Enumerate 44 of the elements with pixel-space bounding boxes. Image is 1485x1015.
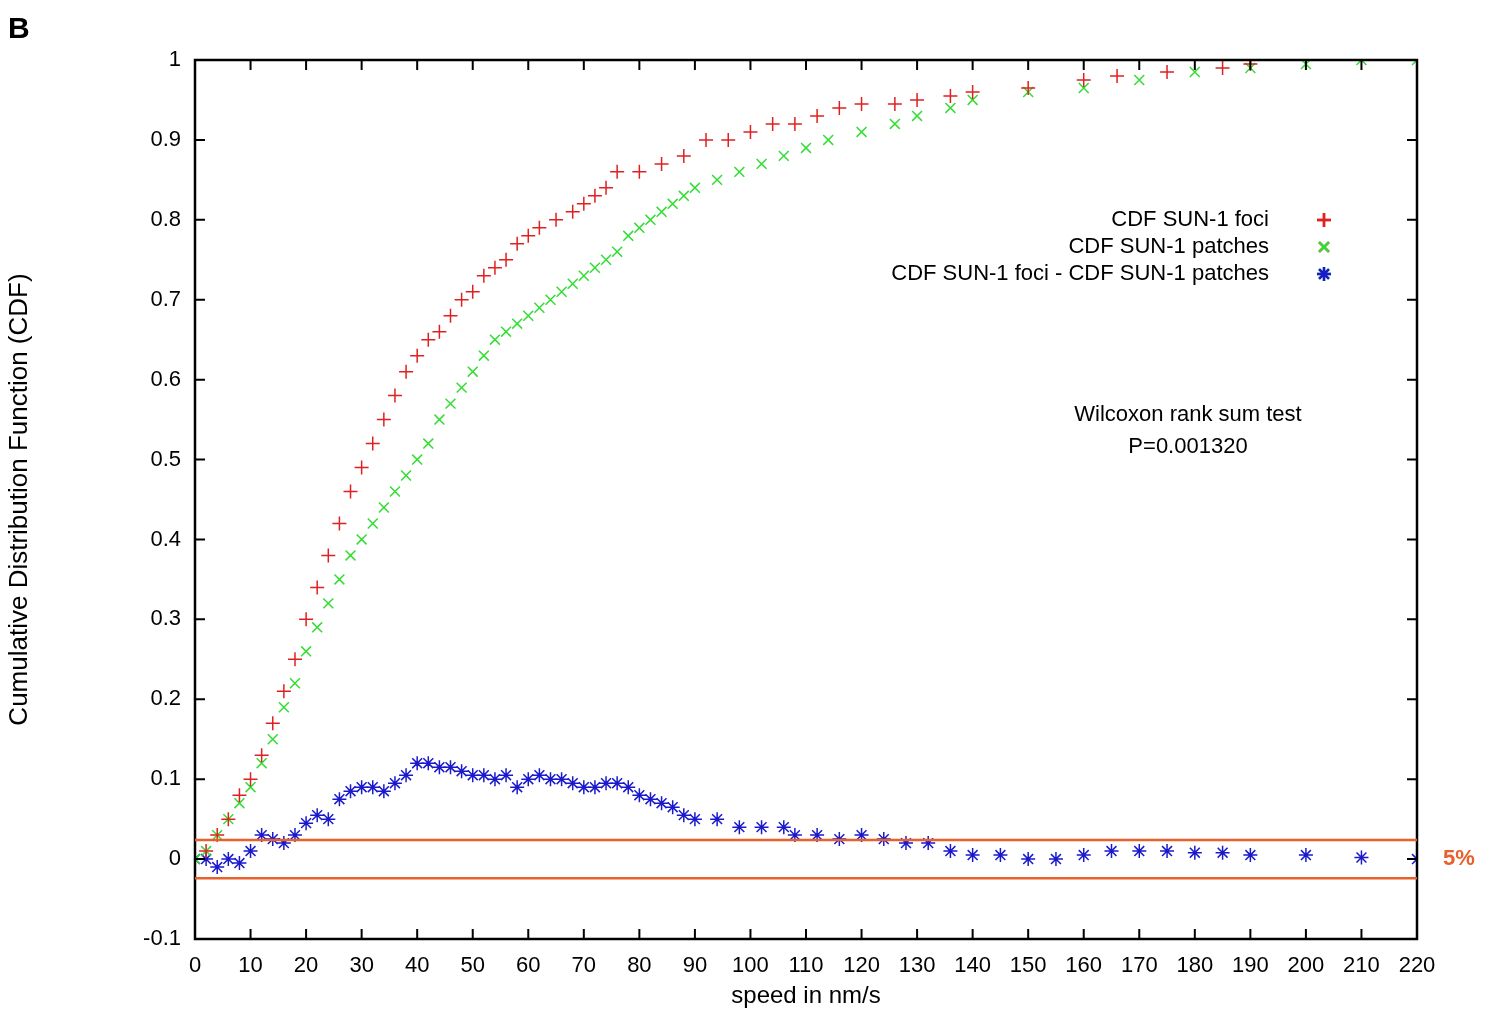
x-tick-label: 0 [188,952,202,978]
y-tick-label: 0.3 [150,605,181,631]
x-tick-label: 70 [571,952,597,978]
annotation: P=0.001320 [1128,433,1248,459]
x-tick-label: 170 [1120,952,1158,978]
x-tick-label: 160 [1065,952,1103,978]
x-tick-label: 100 [732,952,769,978]
x-tick-label: 140 [954,952,991,978]
y-tick-label: 0.9 [150,125,181,151]
x-tick-label: 20 [293,952,319,978]
x-tick-label: 110 [788,952,824,978]
x-tick-label: 80 [627,952,652,978]
y-tick-label: 0.5 [150,445,181,471]
x-tick-label: 220 [1398,952,1436,978]
y-axis-title: Cumulative Distribution Function (CDF) [2,273,33,726]
x-tick-label: 10 [238,952,263,978]
x-tick-label: 90 [682,952,708,978]
y-tick-label: -0.1 [143,925,181,951]
y-tick-label: 0 [168,845,181,871]
chart-title: B [8,11,30,45]
legend-label: CDF SUN-1 foci [1111,206,1269,232]
y-tick-label: 0.8 [150,205,181,231]
legend-label: CDF SUN-1 foci - CDF SUN-1 patches [891,260,1269,286]
x-tick-label: 210 [1343,952,1380,978]
x-tick-label: 50 [460,952,485,978]
x-tick-label: 120 [843,952,880,978]
y-tick-label: 0.4 [150,525,181,551]
y-tick-label: 0.7 [150,285,181,311]
legend-label: CDF SUN-1 patches [1068,233,1269,259]
x-tick-label: 150 [1009,952,1047,978]
x-tick-label: 130 [898,952,936,978]
x-tick-label: 180 [1176,952,1214,978]
x-tick-label: 60 [516,952,541,978]
y-tick-label: 0.2 [150,685,181,711]
x-tick-label: 30 [349,952,374,978]
annotation: Wilcoxon rank sum test [1074,401,1302,427]
y-tick-label: 1 [168,46,181,72]
x-axis-title: speed in nm/s [731,981,881,1009]
y-tick-label: 0.6 [150,365,181,391]
annotation: 5% [1443,845,1475,871]
x-tick-label: 200 [1287,952,1325,978]
x-tick-label: 190 [1232,952,1269,978]
y-tick-label: 0.1 [150,765,181,791]
x-tick-label: 40 [404,952,430,978]
